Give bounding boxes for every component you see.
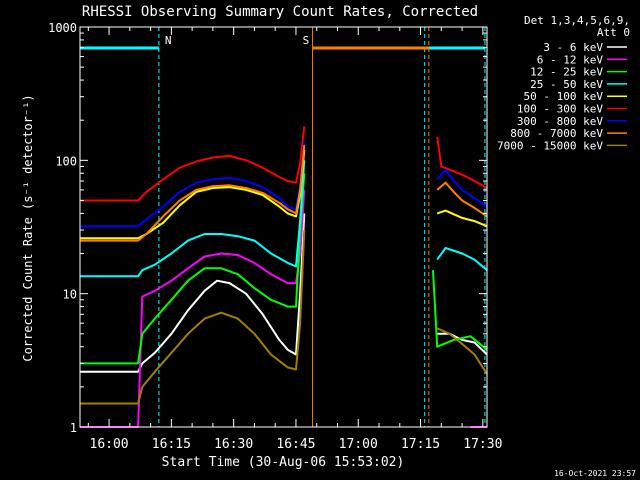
legend-label: 100 - 300 keV xyxy=(517,103,603,116)
series-line-7-seg-0 xyxy=(80,145,306,242)
y-axis-label: Corrected Count Rate (s⁻¹ detector⁻¹) xyxy=(21,94,35,361)
y-axis: 1 10 100 1000 xyxy=(48,21,487,435)
legend-header: Det 1,3,4,5,6,9, xyxy=(524,14,630,27)
legend-header: Att 0 xyxy=(597,26,630,39)
chart-title: RHESSI Observing Summary Count Rates, Co… xyxy=(82,4,478,20)
series-line-3-seg-0 xyxy=(80,160,306,278)
legend-label: 25 - 50 keV xyxy=(530,78,603,91)
x-axis: 16:00 16:15 16:30 16:45 17:00 17:15 17:30 xyxy=(87,27,502,452)
series-line-0-seg-0 xyxy=(80,213,306,373)
x-tick-label: 16:45 xyxy=(276,437,315,452)
x-tick-label: 16:30 xyxy=(214,437,253,452)
series-line-2-seg-0 xyxy=(80,173,306,365)
x-tick-label: 17:15 xyxy=(401,437,440,452)
series-line-4-seg-1 xyxy=(436,209,488,228)
flag-label-N: N xyxy=(165,34,172,47)
series-line-4-seg-0 xyxy=(80,149,306,240)
series-line-7-seg-1 xyxy=(436,181,488,218)
series-line-5-seg-0 xyxy=(80,126,306,202)
x-axis-label: Start Time (30-Aug-06 15:53:02) xyxy=(162,455,405,470)
plot-frame xyxy=(79,26,488,428)
series-line-8-seg-0 xyxy=(80,230,306,405)
y-tick-label: 100 xyxy=(55,154,77,168)
series-line-6-seg-0 xyxy=(80,140,306,228)
series-line-2-seg-1 xyxy=(432,270,488,351)
legend-label: 300 - 800 keV xyxy=(517,115,603,128)
legend-label: 3 - 6 keV xyxy=(543,41,603,54)
legend-label: 6 - 12 keV xyxy=(537,53,604,66)
series-line-3-seg-1 xyxy=(436,247,488,271)
footer-date: 16-Oct-2021 23:57 xyxy=(554,469,636,478)
flag-label-S: S xyxy=(303,34,310,47)
series-line-8-seg-1 xyxy=(436,327,488,375)
legend-label: 7000 - 15000 keV xyxy=(497,139,603,152)
series-line-1-seg-0 xyxy=(80,189,306,428)
series-line-5-seg-1 xyxy=(436,136,488,189)
y-tick-label: 1 xyxy=(70,421,77,435)
x-tick-label: 17:00 xyxy=(339,437,378,452)
series-group xyxy=(80,126,488,428)
legend-label: 50 - 100 keV xyxy=(524,90,604,103)
x-tick-label: 17:30 xyxy=(463,437,502,452)
legend-label: 800 - 7000 keV xyxy=(510,127,603,140)
legend-label: 12 - 25 keV xyxy=(530,66,603,79)
series-line-6-seg-1 xyxy=(436,168,488,208)
x-tick-label: 16:15 xyxy=(152,437,191,452)
x-tick-label: 16:00 xyxy=(90,437,129,452)
y-tick-label: 1000 xyxy=(48,21,77,35)
series-line-0-seg-1 xyxy=(437,332,488,356)
y-tick-label: 10 xyxy=(63,288,77,302)
